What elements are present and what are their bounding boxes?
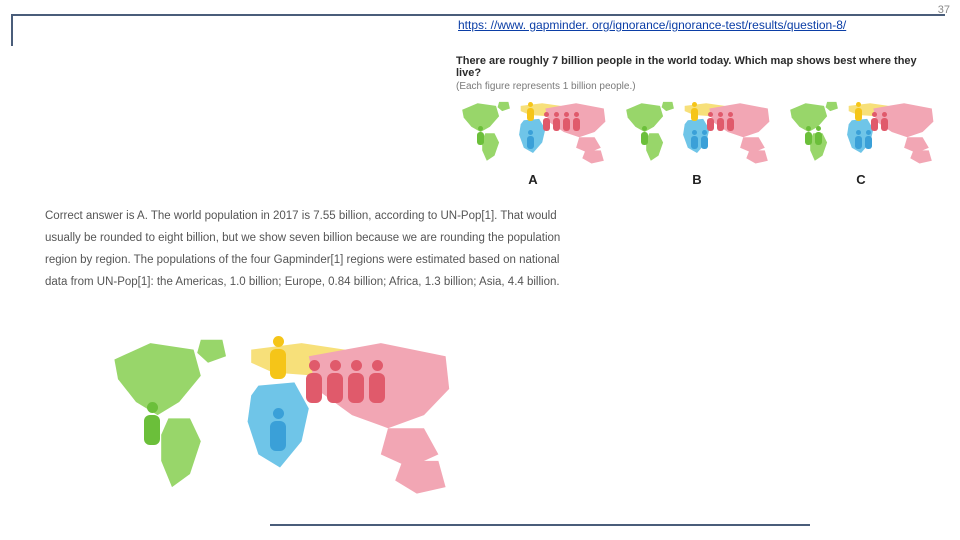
person-icon — [346, 360, 366, 404]
person-icon — [880, 112, 889, 132]
person-icon — [526, 102, 535, 122]
frame-bottom-border — [270, 524, 810, 526]
people-group — [476, 126, 485, 146]
people-group — [304, 360, 387, 404]
people-group — [640, 126, 649, 146]
person-icon — [476, 126, 485, 146]
people-group — [268, 336, 288, 380]
people-group — [870, 112, 889, 132]
person-icon — [562, 112, 571, 132]
people-group — [690, 130, 709, 150]
slide-page: 37 https: //www. gapminder. org/ignoranc… — [0, 0, 960, 540]
source-link[interactable]: https: //www. gapminder. org/ignorance/i… — [458, 18, 846, 32]
big-map — [100, 330, 460, 510]
people-group — [526, 130, 535, 150]
question-block: There are roughly 7 billion people in th… — [456, 55, 938, 187]
option-a-label: A — [456, 172, 610, 187]
people-group — [142, 402, 162, 446]
mini-map-b — [620, 98, 774, 170]
person-icon — [864, 130, 873, 150]
person-icon — [690, 130, 699, 150]
option-c: C — [784, 98, 938, 187]
people-group — [526, 102, 535, 122]
person-icon — [640, 126, 649, 146]
person-icon — [526, 130, 535, 150]
option-b: B — [620, 98, 774, 187]
answer-text: Correct answer is A. The world populatio… — [45, 206, 575, 293]
people-group — [854, 102, 863, 122]
person-icon — [690, 102, 699, 122]
question-subtext: (Each figure represents 1 billion people… — [456, 81, 938, 92]
people-group — [706, 112, 735, 132]
person-icon — [716, 112, 725, 132]
options-row: A B C — [456, 98, 938, 187]
person-icon — [268, 336, 288, 380]
person-icon — [854, 130, 863, 150]
frame-left-border — [11, 14, 13, 46]
option-c-label: C — [784, 172, 938, 187]
person-icon — [870, 112, 879, 132]
people-group — [854, 130, 873, 150]
people-group — [690, 102, 699, 122]
person-icon — [542, 112, 551, 132]
people-group — [268, 408, 288, 452]
person-icon — [814, 126, 823, 146]
person-icon — [726, 112, 735, 132]
person-icon — [854, 102, 863, 122]
person-icon — [268, 408, 288, 452]
mini-map-a — [456, 98, 610, 170]
person-icon — [552, 112, 561, 132]
frame-top-border — [11, 14, 945, 16]
person-icon — [304, 360, 324, 404]
question-text: There are roughly 7 billion people in th… — [456, 55, 938, 79]
person-icon — [572, 112, 581, 132]
person-icon — [367, 360, 387, 404]
person-icon — [325, 360, 345, 404]
person-icon — [700, 130, 709, 150]
mini-map-c — [784, 98, 938, 170]
option-b-label: B — [620, 172, 774, 187]
person-icon — [706, 112, 715, 132]
person-icon — [142, 402, 162, 446]
person-icon — [804, 126, 813, 146]
people-group — [542, 112, 581, 132]
option-a: A — [456, 98, 610, 187]
people-group — [804, 126, 823, 146]
